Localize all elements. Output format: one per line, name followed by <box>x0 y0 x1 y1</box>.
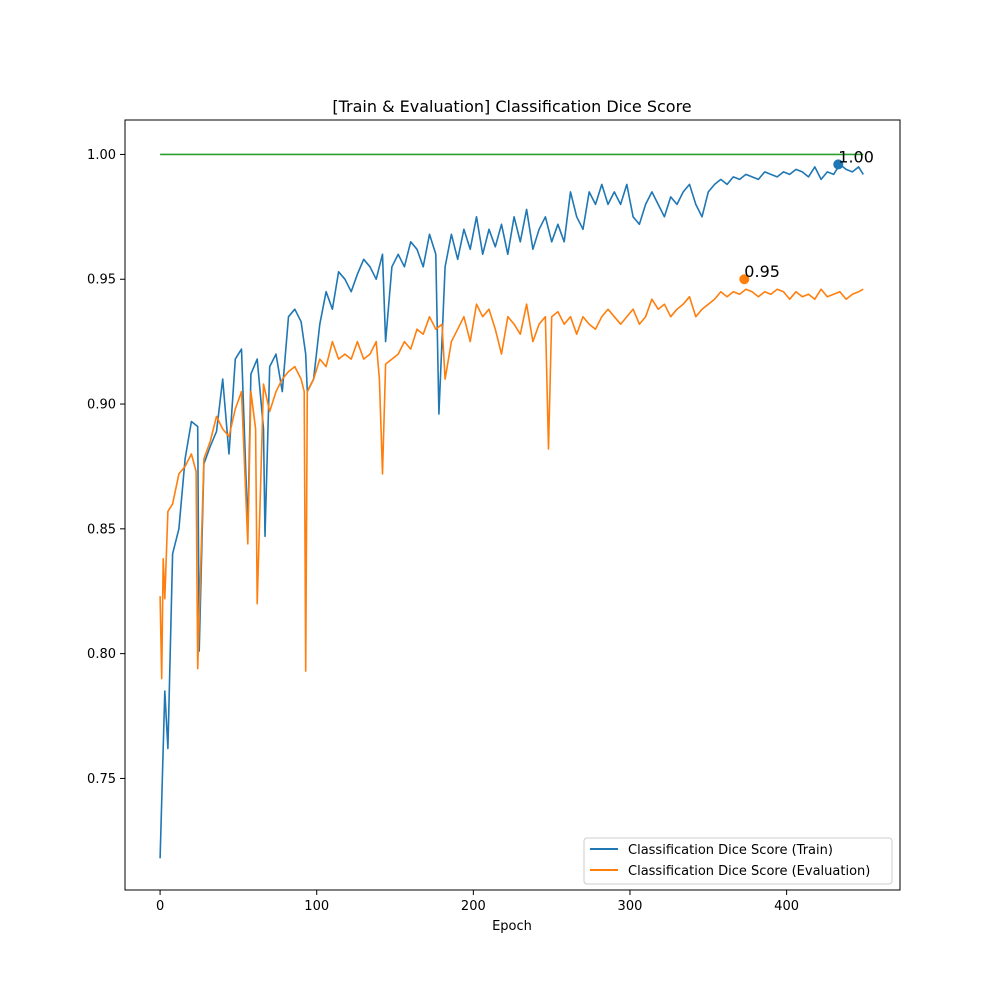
legend-box <box>583 837 893 885</box>
y-tick-label: 1.00 <box>87 148 116 163</box>
annotation-label-1: 1.00 <box>838 147 874 166</box>
y-tick-label: 0.80 <box>87 647 116 662</box>
annotation-marker-2 <box>739 274 750 285</box>
x-tick-label: 300 <box>618 899 643 914</box>
x-tick-label: 100 <box>304 899 329 914</box>
annotation-layer: 1.00 0.95 <box>739 147 874 285</box>
x-tick-label: 0 <box>156 899 164 914</box>
chart-title: [Train & Evaluation] Classification Dice… <box>332 97 691 116</box>
annotation-marker-1 <box>833 159 844 170</box>
y-tick-label: 0.95 <box>87 273 116 288</box>
annotation-label-2: 0.95 <box>744 262 780 281</box>
x-axis-label: Epoch <box>492 919 532 934</box>
x-tick-label: 200 <box>461 899 486 914</box>
series-line-2 <box>159 288 864 680</box>
plot-frame <box>124 119 901 891</box>
series-layer <box>159 153 864 859</box>
legend-label-2: Classification Dice Score (Evaluation) <box>628 864 870 879</box>
legend: Classification Dice Score (Train) Classif… <box>583 837 893 885</box>
y-tick-label: 0.85 <box>87 522 116 537</box>
series-line-1 <box>159 163 864 859</box>
legend-entries: Classification Dice Score (Train) Classif… <box>590 843 870 879</box>
x-axis: 0 100 200 300 400 <box>156 890 799 914</box>
legend-label-1: Classification Dice Score (Train) <box>628 843 833 858</box>
x-tick-label: 400 <box>774 899 799 914</box>
y-tick-label: 0.75 <box>87 772 116 787</box>
y-tick-label: 0.90 <box>87 398 116 413</box>
y-axis: 0.75 0.80 0.85 0.90 0.95 1.00 <box>87 148 125 787</box>
